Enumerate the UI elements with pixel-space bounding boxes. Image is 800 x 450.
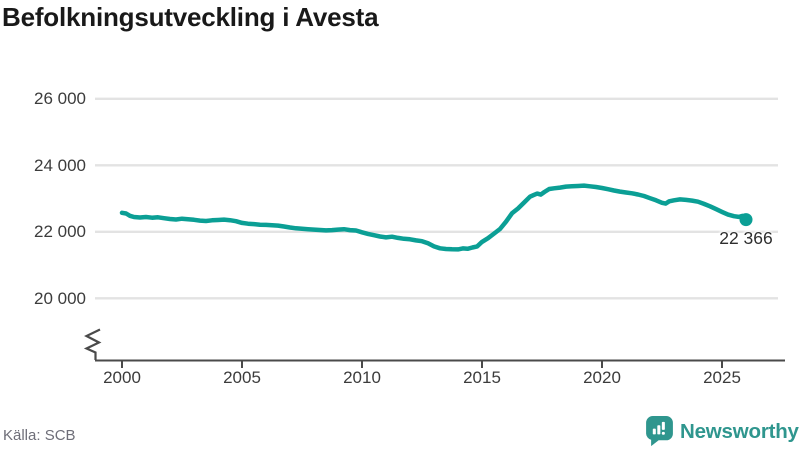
y-tick-label-24000: 24 000 xyxy=(34,155,86,175)
y-tick-label-20000: 20 000 xyxy=(34,288,86,308)
y-tick-label-26000: 26 000 xyxy=(34,89,86,109)
endpoint-dot[interactable] xyxy=(739,213,753,227)
population-series-line[interactable] xyxy=(119,183,749,252)
x-tick-label-2015: 2015 xyxy=(463,368,501,387)
newsworthy-logo[interactable]: Newsworthy xyxy=(646,416,799,447)
source-note: Källa: SCB xyxy=(3,427,76,444)
newsworthy-bar-chart-bubble-icon xyxy=(646,416,673,447)
x-tick-label-2005: 2005 xyxy=(223,368,261,387)
x-tick-label-2010: 2010 xyxy=(343,368,381,387)
x-tick-label-2020: 2020 xyxy=(583,368,621,387)
endpoint-value-label: 22 366 xyxy=(719,227,773,248)
x-tick-label-2000: 2000 xyxy=(103,368,141,387)
x-tick-label-2025: 2025 xyxy=(703,368,741,387)
y-tick-label-22000: 22 000 xyxy=(34,222,86,242)
chart-title: Befolkningsutveckling i Avesta xyxy=(2,2,379,32)
brand-name: Newsworthy xyxy=(680,419,799,443)
y-axis-break-icon xyxy=(83,328,102,360)
